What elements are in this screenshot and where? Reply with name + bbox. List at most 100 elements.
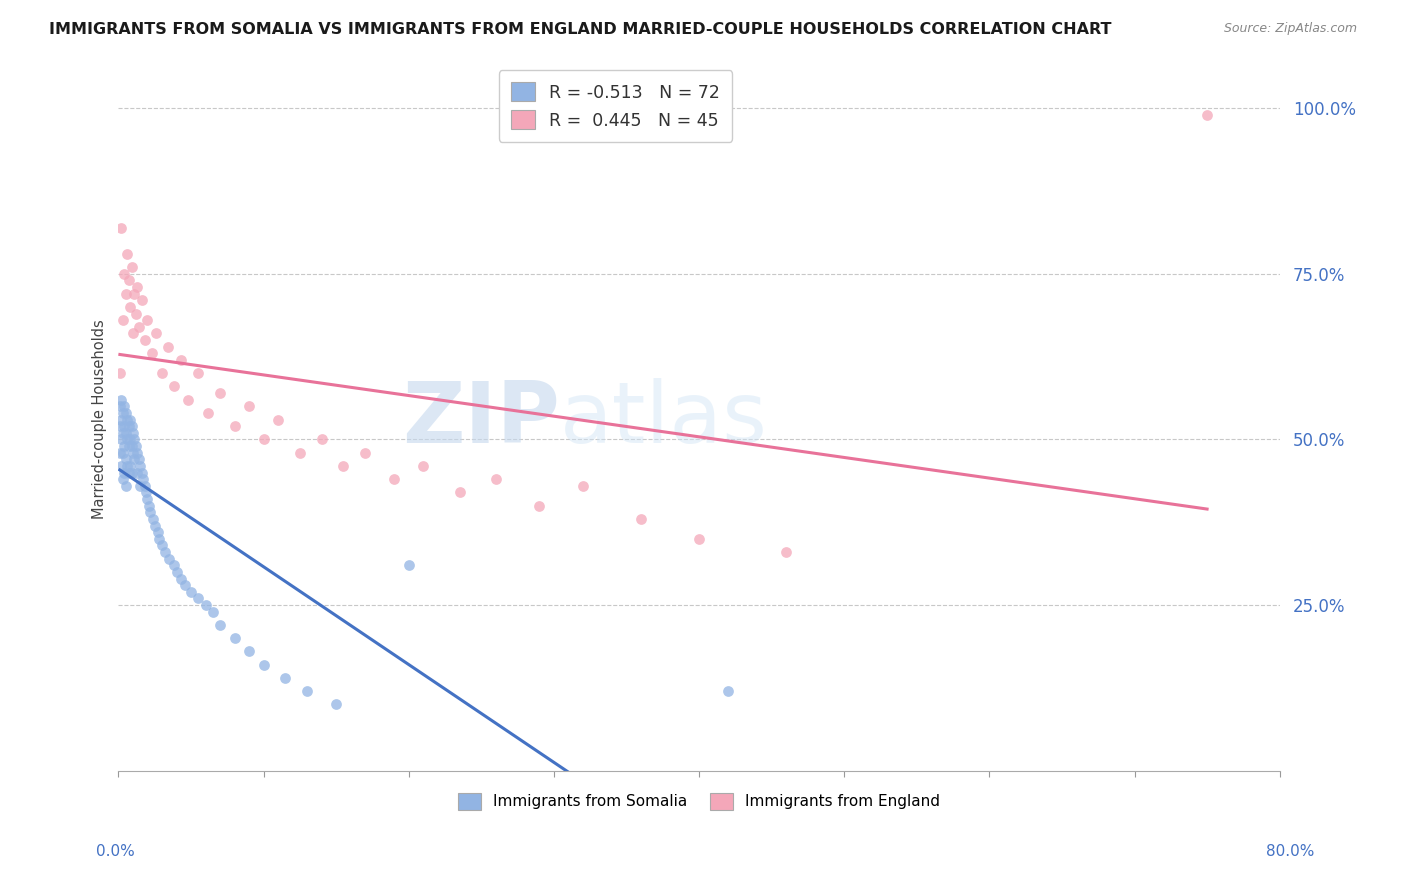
Point [129,458,152,473]
Point [110,458,132,473]
Point [128,452,150,467]
Point [111,472,134,486]
Point [267,412,290,426]
Point [382,472,405,486]
Point [398,558,420,573]
Point [112,400,135,414]
Point [295,684,318,698]
Point [124,286,146,301]
Text: Source: ZipAtlas.com: Source: ZipAtlas.com [1223,22,1357,36]
Point [110,433,132,447]
Point [121,260,143,275]
Point [110,220,132,235]
Point [108,366,131,380]
Point [311,433,333,447]
Point [111,446,134,460]
Point [150,366,173,380]
Point [127,466,149,480]
Point [127,446,149,460]
Point [138,499,160,513]
Point [129,479,152,493]
Point [114,286,136,301]
Point [121,439,143,453]
Point [114,452,136,467]
Point [111,425,134,440]
Point [132,472,155,486]
Point [688,532,710,546]
Point [180,584,202,599]
Point [166,565,188,579]
Text: 0.0%: 0.0% [96,845,135,859]
Point [224,419,246,434]
Point [108,419,131,434]
Point [630,512,652,526]
Point [134,479,156,493]
Point [110,412,132,426]
Point [142,512,165,526]
Text: ZIP: ZIP [402,378,560,461]
Point [150,539,173,553]
Point [112,466,135,480]
Point [177,392,200,407]
Point [529,499,551,513]
Point [209,386,232,401]
Point [118,300,141,314]
Point [117,439,139,453]
Point [136,492,159,507]
Point [187,591,209,606]
Point [131,466,153,480]
Point [111,313,134,327]
Point [288,446,311,460]
Point [124,452,146,467]
Point [1197,108,1219,122]
Point [118,412,141,426]
Point [412,458,434,473]
Point [111,406,134,420]
Point [252,433,274,447]
Point [325,698,347,712]
Point [332,458,354,473]
Point [174,578,197,592]
Text: atlas: atlas [560,378,768,461]
Point [125,439,148,453]
Point [162,558,184,573]
Point [449,485,471,500]
Point [124,433,146,447]
Point [143,518,166,533]
Point [238,644,260,658]
Point [128,319,150,334]
Point [117,419,139,434]
Point [114,406,136,420]
Point [112,419,135,434]
Point [115,247,138,261]
Point [118,433,141,447]
Point [572,479,595,493]
Point [170,572,193,586]
Point [145,326,167,341]
Point [485,472,508,486]
Point [170,353,193,368]
Text: IMMIGRANTS FROM SOMALIA VS IMMIGRANTS FROM ENGLAND MARRIED-COUPLE HOUSEHOLDS COR: IMMIGRANTS FROM SOMALIA VS IMMIGRANTS FR… [49,22,1112,37]
Point [125,307,148,321]
Point [110,392,132,407]
Point [156,340,179,354]
Point [141,346,163,360]
Point [115,412,138,426]
Point [117,273,139,287]
Point [717,684,740,698]
Point [354,446,377,460]
Point [136,313,159,327]
Point [115,433,138,447]
Point [162,379,184,393]
Point [117,466,139,480]
Point [224,631,246,645]
Y-axis label: Married-couple Households: Married-couple Households [93,319,107,519]
Point [114,425,136,440]
Point [114,479,136,493]
Point [209,618,232,632]
Point [127,280,149,294]
Point [112,439,135,453]
Legend: Immigrants from Somalia, Immigrants from England: Immigrants from Somalia, Immigrants from… [451,787,946,815]
Point [134,333,156,347]
Point [187,366,209,380]
